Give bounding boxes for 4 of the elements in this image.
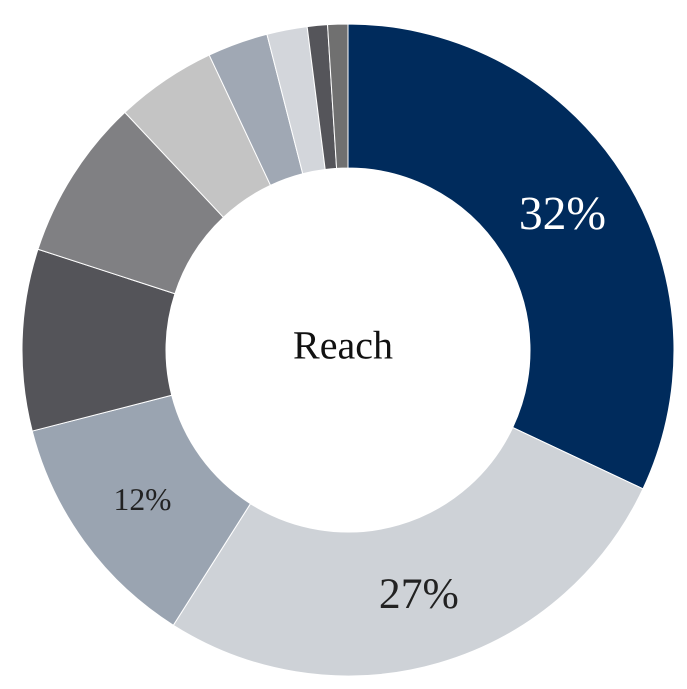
text: Reach: [293, 322, 393, 368]
data-label: 32%: [518, 188, 606, 240]
data-label: 27%: [378, 570, 459, 618]
data-label: 12%: [114, 482, 172, 517]
